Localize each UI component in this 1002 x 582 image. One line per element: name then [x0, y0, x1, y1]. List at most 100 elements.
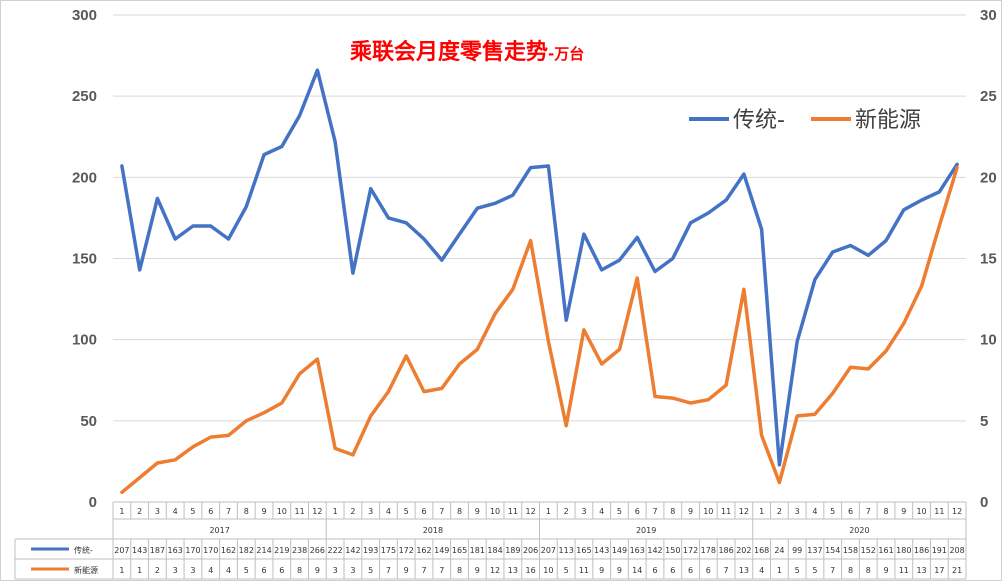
- chart-title-main: 乘联会月度零售走势-万台: [349, 39, 584, 65]
- month-label: 2: [777, 507, 782, 516]
- month-label: 5: [190, 507, 195, 516]
- table-cell-value: 5: [812, 566, 817, 575]
- table-cell-value: 8: [866, 566, 871, 575]
- month-label: 11: [508, 507, 518, 516]
- table-cell-value: 207: [114, 546, 129, 555]
- table-cell-value: 143: [594, 546, 609, 555]
- month-label: 8: [457, 507, 462, 516]
- table-cell-value: 208: [949, 546, 964, 555]
- table-cell-value: 165: [452, 546, 467, 555]
- chart-subtitle-text: -万台: [548, 45, 584, 63]
- table-cell-value: 189: [505, 546, 520, 555]
- table-cell-value: 5: [795, 566, 800, 575]
- right-axis-ticks: 0 5 10 15 20 25 30: [980, 7, 997, 511]
- table-cell-value: 7: [439, 566, 444, 575]
- table-cell-value: 207: [541, 546, 556, 555]
- table-cell-value: 13: [739, 566, 749, 575]
- y-left-tick-label: 100: [72, 332, 97, 349]
- legend-label: 传统-: [733, 108, 785, 133]
- year-label: 2020: [849, 526, 869, 535]
- month-label: 7: [652, 507, 657, 516]
- legend-label: 新能源: [855, 108, 921, 133]
- month-label: 3: [581, 507, 586, 516]
- table-cell-value: 113: [559, 546, 574, 555]
- table-cell-value: 1: [119, 566, 124, 575]
- table-cell-value: 137: [807, 546, 822, 555]
- table-cell-value: 219: [274, 546, 289, 555]
- table-cell-value: 11: [579, 566, 589, 575]
- month-label: 4: [812, 507, 817, 516]
- table-cell-value: 163: [168, 546, 183, 555]
- y-left-tick-label: 200: [72, 169, 97, 186]
- y-left-tick-label: 300: [72, 7, 97, 24]
- chart-title-text: 乘联会月度零售走势: [349, 39, 548, 65]
- month-label: 7: [866, 507, 871, 516]
- month-label: 4: [173, 507, 178, 516]
- table-cell-value: 266: [310, 546, 325, 555]
- gridlines: [113, 14, 966, 503]
- table-cell-value: 1: [777, 566, 782, 575]
- table-cell-value: 186: [718, 546, 733, 555]
- series-line-1: [120, 68, 959, 467]
- table-cell-value: 186: [914, 546, 929, 555]
- month-label: 12: [739, 507, 749, 516]
- table-cell-value: 172: [399, 546, 414, 555]
- month-label: 6: [208, 507, 213, 516]
- year-label: 2019: [636, 526, 656, 535]
- month-label: 6: [848, 507, 853, 516]
- month-label: 3: [368, 507, 373, 516]
- month-label: 3: [795, 507, 800, 516]
- table-cell-value: 5: [244, 566, 249, 575]
- y-right-tick-label: 30: [980, 7, 997, 24]
- table-cell-value: 180: [896, 546, 911, 555]
- table-cell-value: 238: [292, 546, 307, 555]
- table-cell-value: 9: [617, 566, 622, 575]
- month-label: 9: [901, 507, 906, 516]
- month-label: 5: [404, 507, 409, 516]
- month-label: 10: [277, 507, 287, 516]
- y-right-tick-label: 25: [980, 88, 997, 105]
- month-label: 8: [883, 507, 888, 516]
- month-label: 9: [475, 507, 480, 516]
- month-label: 8: [670, 507, 675, 516]
- table-cell-value: 184: [487, 546, 502, 555]
- table-cell-value: 9: [404, 566, 409, 575]
- table-cell-value: 7: [724, 566, 729, 575]
- table-cell-value: 8: [848, 566, 853, 575]
- month-label: 7: [439, 507, 444, 516]
- table-cell-value: 181: [470, 546, 485, 555]
- table-cell-value: 154: [825, 546, 840, 555]
- table-cell-value: 4: [208, 566, 213, 575]
- table-cell-value: 193: [363, 546, 378, 555]
- table-cell-value: 5: [564, 566, 569, 575]
- table-cell-value: 182: [239, 546, 254, 555]
- table-series-name: 传统-: [74, 545, 93, 555]
- month-label: 12: [526, 507, 536, 516]
- table-cell-value: 168: [754, 546, 769, 555]
- table-cell-value: 7: [421, 566, 426, 575]
- table-cell-value: 8: [457, 566, 462, 575]
- table-cell-value: 9: [883, 566, 888, 575]
- table-cell-value: 2: [155, 566, 160, 575]
- y-right-tick-label: 20: [980, 169, 997, 186]
- table-cell-value: 4: [226, 566, 231, 575]
- table-cell-value: 6: [279, 566, 284, 575]
- month-label: 9: [262, 507, 267, 516]
- month-label: 3: [155, 507, 160, 516]
- month-label: 4: [599, 507, 604, 516]
- table-cell-value: 165: [576, 546, 591, 555]
- table-cell-value: 163: [630, 546, 645, 555]
- table-cell-value: 172: [683, 546, 698, 555]
- table-cell-value: 8: [297, 566, 302, 575]
- table-cell-value: 150: [665, 546, 680, 555]
- table-cell-value: 13: [916, 566, 926, 575]
- month-label: 1: [546, 507, 551, 516]
- table-cell-value: 222: [327, 546, 342, 555]
- table-cell-value: 149: [434, 546, 449, 555]
- series-line-2: [120, 165, 959, 495]
- month-label: 6: [421, 507, 426, 516]
- table-cell-value: 152: [861, 546, 876, 555]
- month-label: 11: [721, 507, 731, 516]
- table-cell-value: 7: [386, 566, 391, 575]
- table-cell-value: 214: [256, 546, 271, 555]
